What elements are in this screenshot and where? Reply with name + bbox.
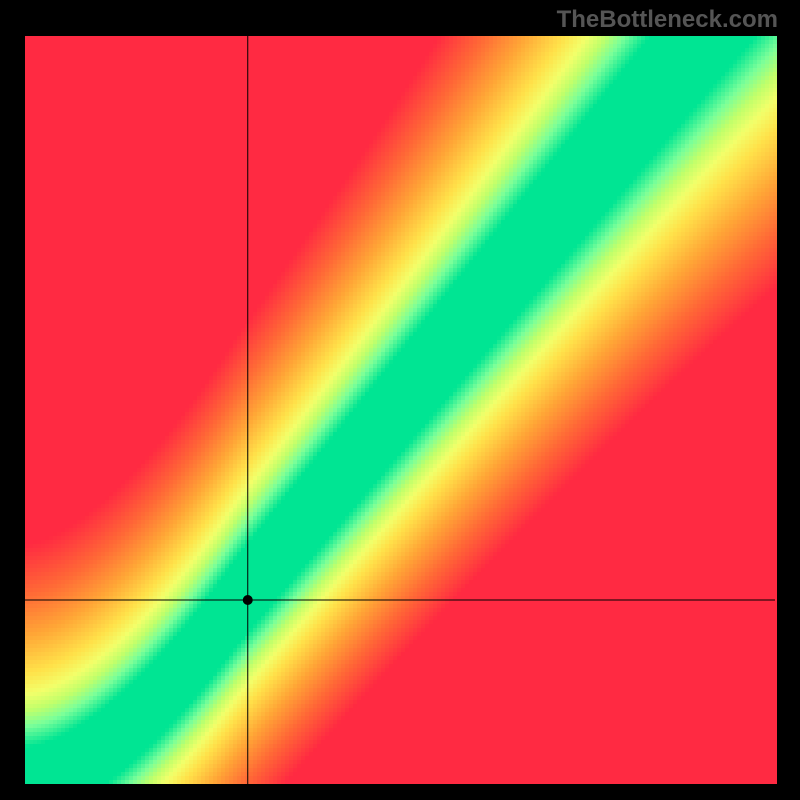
chart-container: TheBottleneck.com (0, 0, 800, 800)
watermark-text: TheBottleneck.com (557, 6, 778, 34)
bottleneck-heatmap (0, 0, 800, 800)
